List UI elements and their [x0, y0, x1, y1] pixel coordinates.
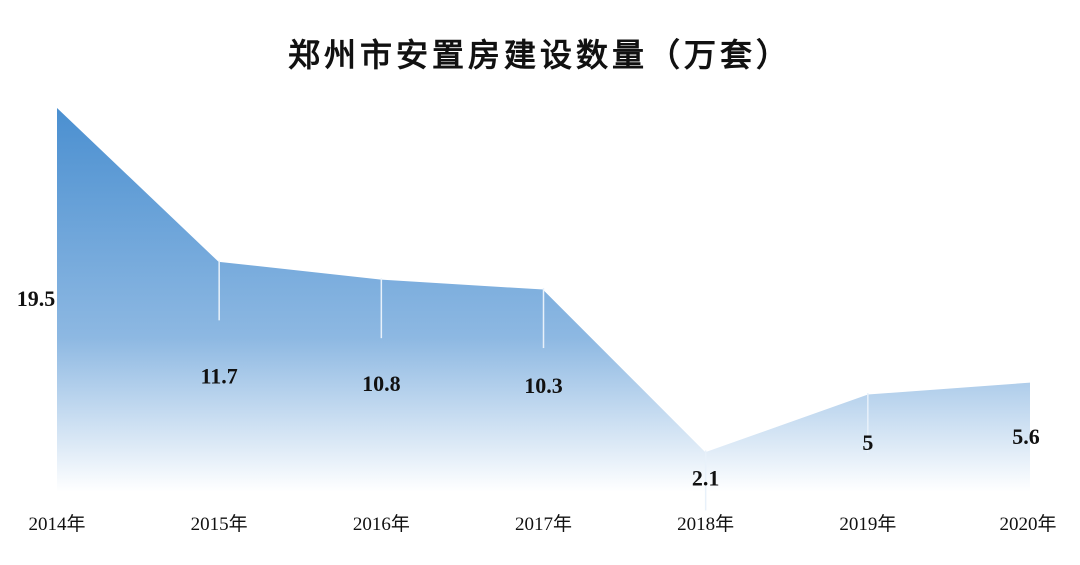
data-label-5: 5: [862, 430, 873, 455]
x-tick-label-4: 2018年: [677, 513, 734, 535]
data-label-0: 19.5: [17, 286, 56, 311]
x-tick-label-6: 2020年: [999, 513, 1056, 535]
data-label-layer: 19.5 11.7 10.8 10.3 2.1 5 5.6: [17, 286, 1040, 490]
data-label-6: 5.6: [1012, 424, 1040, 449]
data-label-4: 2.1: [692, 465, 720, 490]
x-tick-label-5: 2019年: [839, 513, 896, 535]
x-tick-label-1: 2015年: [191, 513, 248, 535]
chart-title: 郑州市安置房建设数量（万套）: [287, 36, 792, 74]
drop-line-layer: [56, 105, 1031, 511]
data-label-1: 11.7: [201, 363, 238, 388]
data-label-3: 10.3: [524, 373, 563, 398]
data-label-2: 10.8: [362, 371, 401, 396]
x-tick-label-3: 2017年: [515, 513, 572, 535]
x-tick-label-0: 2014年: [28, 513, 85, 535]
x-tick-label-2: 2016年: [353, 513, 410, 535]
x-axis-tick-layer: 2014年 2015年 2016年 2017年 2018年 2019年 2020年: [28, 513, 1056, 535]
